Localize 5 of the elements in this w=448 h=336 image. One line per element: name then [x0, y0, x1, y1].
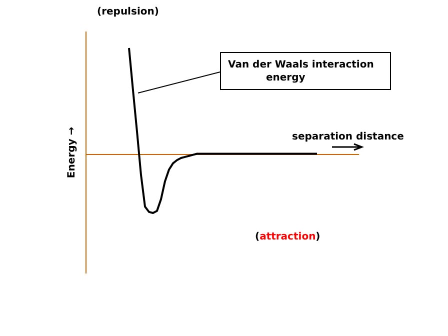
text: (attraction) — [255, 232, 320, 243]
y-axis-title: Energy → — [66, 126, 78, 178]
text: Van der Waals interaction energy — [228, 60, 374, 84]
x-axis-title: separation distance — [292, 132, 404, 143]
text: (repulsion) — [97, 6, 159, 18]
